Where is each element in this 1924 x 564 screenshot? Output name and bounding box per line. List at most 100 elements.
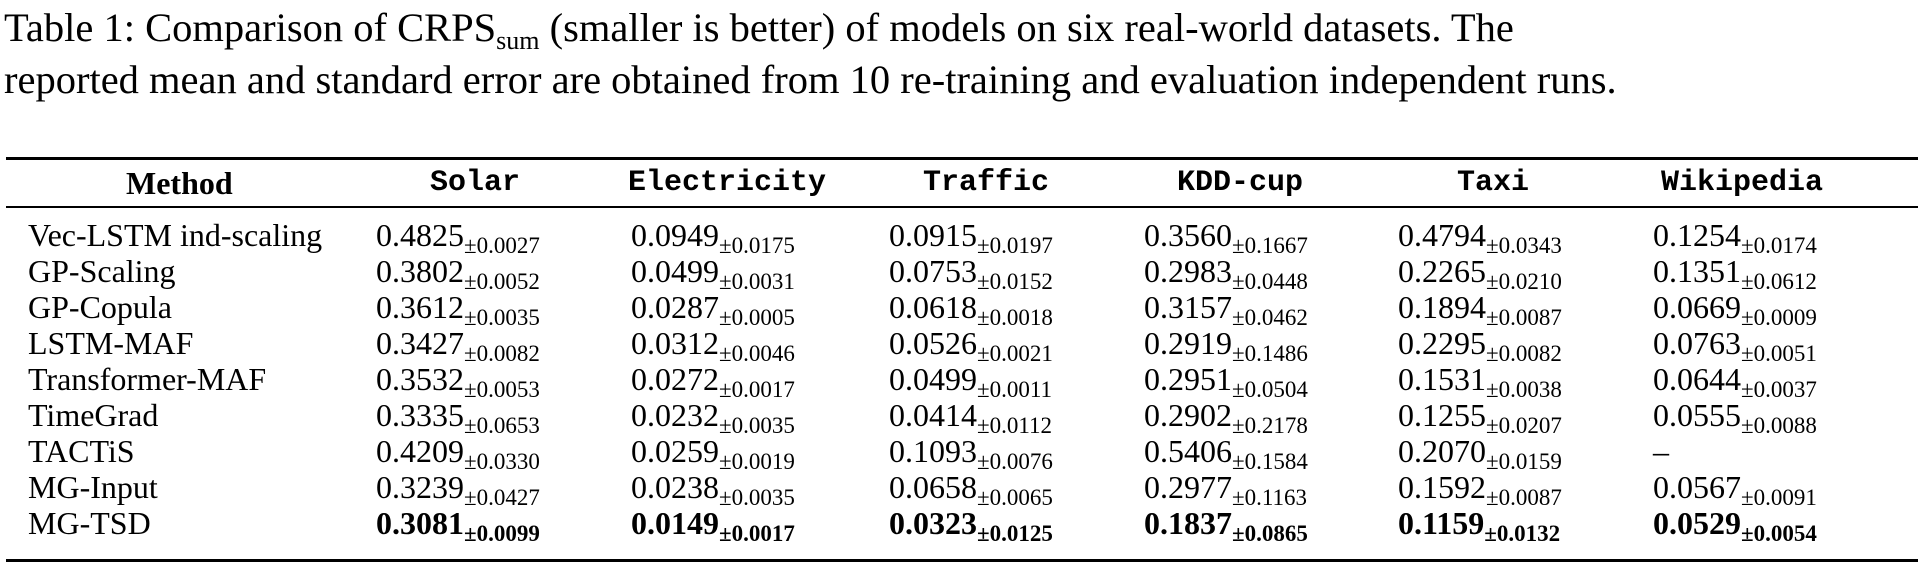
score-std-error: ±0.0051 (1741, 341, 1817, 366)
score-mean: 0.3532 (376, 361, 464, 397)
header-taxi: Taxi (1457, 166, 1530, 200)
method-name: Transformer-MAF (28, 361, 267, 397)
score-cell-solar: 0.3612±0.0035 (376, 289, 540, 329)
score-mean: 0.3157 (1144, 289, 1232, 325)
score-mean: 0.0526 (889, 325, 977, 361)
crps-subscript: sum (496, 26, 540, 55)
score-mean: 0.0238 (631, 469, 719, 505)
score-mean: 0.0499 (631, 253, 719, 289)
score-std-error: ±0.0462 (1232, 305, 1308, 330)
score-mean: 0.2919 (1144, 325, 1232, 361)
score-mean: 0.0644 (1653, 361, 1741, 397)
score-std-error: ±0.0053 (464, 377, 540, 402)
score-std-error: ±0.0046 (719, 341, 795, 366)
score-mean: 0.0753 (889, 253, 977, 289)
method-name: GP-Copula (28, 289, 172, 325)
score-cell-kdd-cup: 0.2902±0.2178 (1144, 397, 1308, 437)
score-std-error: ±0.0018 (977, 305, 1053, 330)
score-cell-taxi: 0.2265±0.0210 (1398, 253, 1562, 293)
score-cell-traffic: 0.0915±0.0197 (889, 217, 1053, 257)
score-cell-solar: 0.3802±0.0052 (376, 253, 540, 293)
score-cell-solar: 0.3239±0.0427 (376, 469, 540, 509)
score-mean: 0.3802 (376, 253, 464, 289)
method-name: Vec-LSTM ind-scaling (28, 217, 323, 253)
method-name: LSTM-MAF (28, 325, 194, 361)
header-kdd-cup: KDD-cup (1177, 166, 1304, 200)
score-cell-solar: 0.3427±0.0082 (376, 325, 540, 365)
score-cell-wikipedia: 0.0763±0.0051 (1653, 325, 1817, 365)
score-mean: 0.1255 (1398, 397, 1486, 433)
score-cell-electricity: 0.0149±0.0017 (631, 505, 795, 545)
score-std-error: ±0.0125 (977, 521, 1053, 546)
header-traffic: Traffic (923, 166, 1050, 200)
score-std-error: ±0.0427 (464, 485, 540, 510)
score-cell-traffic: 0.0618±0.0018 (889, 289, 1053, 329)
score-mean: 0.2983 (1144, 253, 1232, 289)
score-mean: 0.1093 (889, 433, 977, 469)
score-cell-traffic: 0.0658±0.0065 (889, 469, 1053, 509)
score-mean: 0.0312 (631, 325, 719, 361)
score-mean: 0.0499 (889, 361, 977, 397)
score-std-error: ±0.0088 (1741, 413, 1817, 438)
score-mean: 0.0287 (631, 289, 719, 325)
score-mean: 0.0149 (631, 505, 719, 541)
score-cell-traffic: 0.0323±0.0125 (889, 505, 1053, 545)
score-cell-kdd-cup: 0.2919±0.1486 (1144, 325, 1308, 365)
score-cell-solar: 0.4209±0.0330 (376, 433, 540, 473)
header-electricity: Electricity (628, 166, 827, 200)
caption-line-1: Table 1: Comparison of CRPSsum (smaller … (4, 2, 1920, 54)
score-std-error: ±0.0031 (719, 269, 795, 294)
score-std-error: ±0.0017 (719, 521, 795, 546)
score-std-error: ±0.0054 (1741, 521, 1817, 546)
score-mean: 0.4209 (376, 433, 464, 469)
score-cell-traffic: 0.0753±0.0152 (889, 253, 1053, 293)
score-mean: 0.4825 (376, 217, 464, 253)
score-std-error: ±0.0027 (464, 233, 540, 258)
score-cell-taxi: 0.1255±0.0207 (1398, 397, 1562, 437)
score-std-error: ±0.0082 (464, 341, 540, 366)
score-cell-wikipedia: 0.0644±0.0037 (1653, 361, 1817, 401)
score-mean: 0.0232 (631, 397, 719, 433)
score-mean: 0.2902 (1144, 397, 1232, 433)
score-mean: 0.1531 (1398, 361, 1486, 397)
score-mean: 0.3612 (376, 289, 464, 325)
score-cell-taxi: 0.1592±0.0087 (1398, 469, 1562, 509)
score-std-error: ±0.0197 (977, 233, 1053, 258)
score-mean: 0.4794 (1398, 217, 1486, 253)
score-std-error: ±0.0210 (1486, 269, 1562, 294)
score-std-error: ±0.0099 (464, 521, 540, 546)
header-solar: Solar (430, 166, 521, 200)
score-cell-traffic: 0.1093±0.0076 (889, 433, 1053, 473)
score-mean: – (1653, 433, 1669, 469)
score-std-error: ±0.0091 (1741, 485, 1817, 510)
method-name: MG-TSD (28, 505, 151, 541)
score-cell-electricity: 0.0232±0.0035 (631, 397, 795, 437)
score-mean: 0.0658 (889, 469, 977, 505)
table-row: TACTiS 0.4209±0.0330 0.0259±0.0019 0.1093±0… (0, 433, 1924, 473)
score-std-error: ±0.0035 (719, 485, 795, 510)
score-std-error: ±0.1163 (1232, 485, 1308, 510)
score-cell-electricity: 0.0238±0.0035 (631, 469, 795, 509)
score-cell-taxi: 0.2295±0.0082 (1398, 325, 1562, 365)
table-row: Transformer-MAF 0.3532±0.0053 0.0272±0.001… (0, 361, 1924, 401)
score-mean: 0.3239 (376, 469, 464, 505)
score-cell-electricity: 0.0259±0.0019 (631, 433, 795, 473)
score-cell-taxi: 0.4794±0.0343 (1398, 217, 1562, 257)
score-cell-wikipedia: – (1653, 433, 1669, 469)
score-cell-kdd-cup: 0.2983±0.0448 (1144, 253, 1308, 293)
score-cell-solar: 0.3335±0.0653 (376, 397, 540, 437)
score-cell-electricity: 0.0287±0.0005 (631, 289, 795, 329)
score-mean: 0.2295 (1398, 325, 1486, 361)
score-std-error: ±0.0035 (719, 413, 795, 438)
table-header-rule (6, 206, 1918, 208)
score-std-error: ±0.0009 (1741, 305, 1817, 330)
score-cell-wikipedia: 0.0529±0.0054 (1653, 505, 1817, 545)
score-cell-kdd-cup: 0.1837±0.0865 (1144, 505, 1308, 545)
score-mean: 0.0272 (631, 361, 719, 397)
score-mean: 0.3560 (1144, 217, 1232, 253)
score-mean: 0.1837 (1144, 505, 1232, 541)
table-top-rule (6, 157, 1918, 160)
table-row: MG-TSD 0.3081±0.0099 0.0149±0.0017 0.0323±0… (0, 505, 1924, 545)
score-mean: 0.3335 (376, 397, 464, 433)
score-cell-electricity: 0.0949±0.0175 (631, 217, 795, 257)
